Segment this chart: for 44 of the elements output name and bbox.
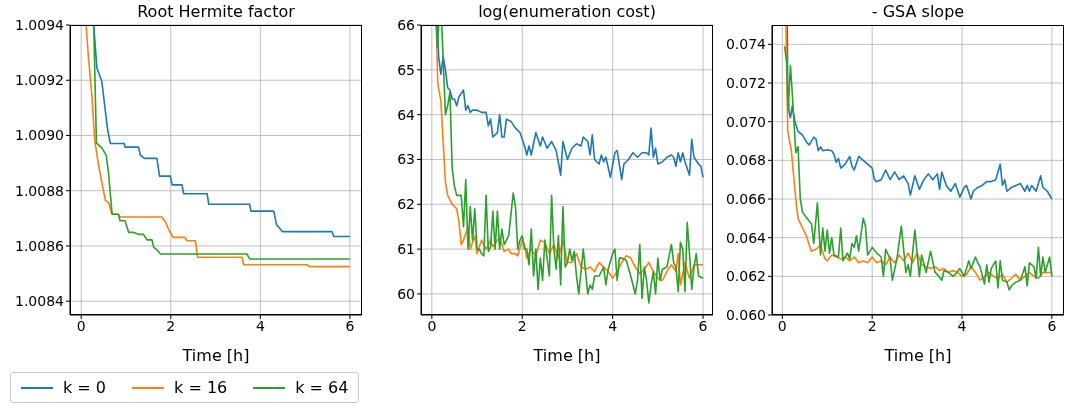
x-axis-title: Time [h] <box>532 346 601 365</box>
legend-label: k = 64 <box>295 378 349 397</box>
y-tick-label: 0.072 <box>725 74 766 91</box>
y-tick-label: 62 <box>397 196 415 213</box>
x-tick-label: 0 <box>777 317 787 334</box>
y-tick-label: 0.070 <box>725 113 766 130</box>
y-tick-label: 1.0086 <box>15 237 65 254</box>
legend-label: k = 0 <box>63 378 107 397</box>
y-tick-label: 0.062 <box>725 268 766 285</box>
chart-title: log(enumeration cost) <box>477 2 657 21</box>
y-tick-label: 60 <box>397 285 415 302</box>
y-tick-label: 0.060 <box>725 306 766 323</box>
y-tick-label: 0.074 <box>725 36 767 53</box>
x-axis-title: Time [h] <box>181 346 250 365</box>
line-series <box>786 25 1053 200</box>
y-tick-label: 65 <box>397 61 415 78</box>
y-tick-label: 63 <box>397 151 415 168</box>
y-tick-label: 1.0090 <box>15 127 64 144</box>
x-tick-label: 6 <box>1047 317 1057 334</box>
x-tick-label: 2 <box>166 317 176 334</box>
y-tick-label: 1.0088 <box>15 182 64 199</box>
x-tick-label: 0 <box>76 317 86 334</box>
x-tick-label: 0 <box>427 317 437 334</box>
y-tick-label: 64 <box>397 106 416 123</box>
chart-title: - GSA slope <box>870 2 966 21</box>
y-tick-label: 0.068 <box>725 152 766 169</box>
x-tick-label: 4 <box>255 317 265 334</box>
y-tick-label: 0.066 <box>725 190 767 207</box>
chart-title: Root Hermite factor <box>136 2 296 21</box>
line-series <box>436 25 704 181</box>
x-axis-title: Time [h] <box>883 346 952 365</box>
x-tick-label: 6 <box>698 317 708 334</box>
legend-label: k = 16 <box>174 378 228 397</box>
x-tick-label: 4 <box>608 317 618 334</box>
y-tick-label: 61 <box>397 241 415 258</box>
y-tick-label: 66 <box>397 16 416 33</box>
x-tick-label: 2 <box>517 317 527 334</box>
x-tick-label: 6 <box>345 317 355 334</box>
y-tick-label: 1.0092 <box>15 72 64 89</box>
y-tick-label: 0.064 <box>725 229 767 246</box>
y-tick-label: 1.0094 <box>15 16 65 33</box>
x-tick-label: 4 <box>957 317 967 334</box>
x-tick-label: 2 <box>867 317 877 334</box>
y-tick-label: 1.0084 <box>15 293 65 310</box>
